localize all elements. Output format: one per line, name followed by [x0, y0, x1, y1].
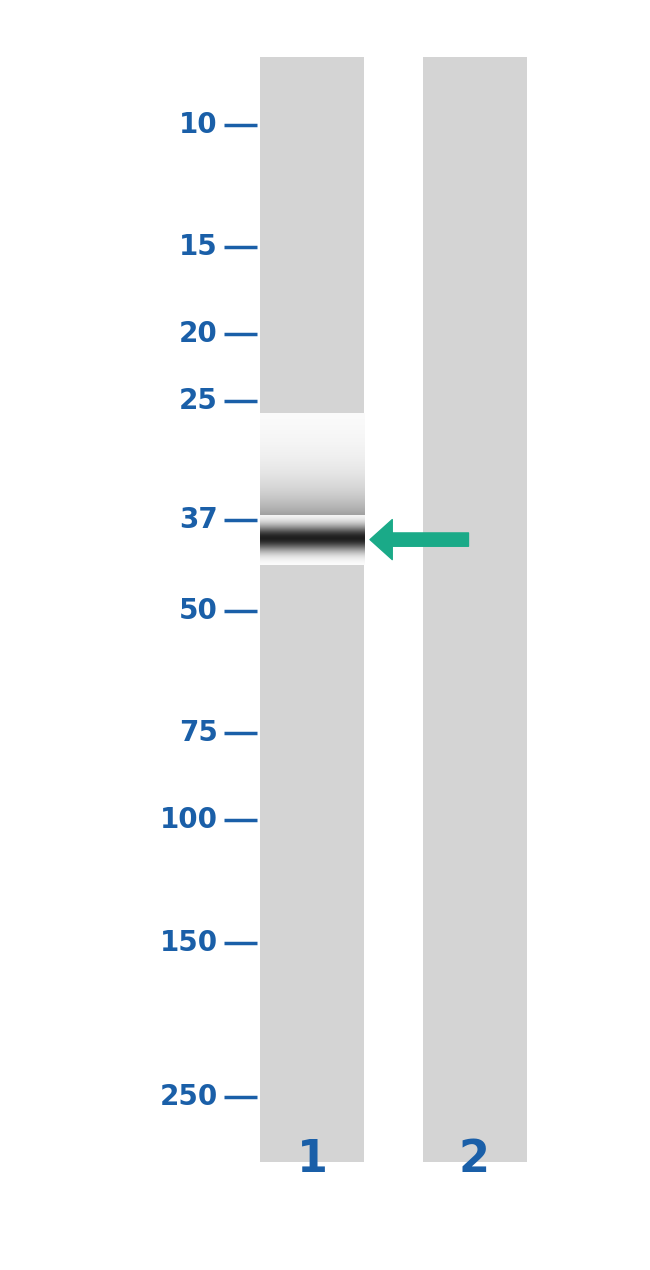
Text: 250: 250	[159, 1083, 218, 1111]
Text: 100: 100	[160, 806, 218, 834]
Text: 50: 50	[179, 597, 218, 625]
Bar	[422, 57, 526, 1162]
Text: 37: 37	[179, 505, 218, 533]
Text: 15: 15	[179, 234, 218, 262]
Text: 150: 150	[160, 928, 218, 956]
Text: 2: 2	[459, 1138, 490, 1181]
Text: 20: 20	[179, 320, 218, 348]
Text: 1: 1	[296, 1138, 328, 1181]
Text: 10: 10	[179, 110, 218, 138]
Text: 75: 75	[179, 719, 218, 747]
Text: 25: 25	[179, 387, 218, 415]
Bar	[260, 57, 364, 1162]
